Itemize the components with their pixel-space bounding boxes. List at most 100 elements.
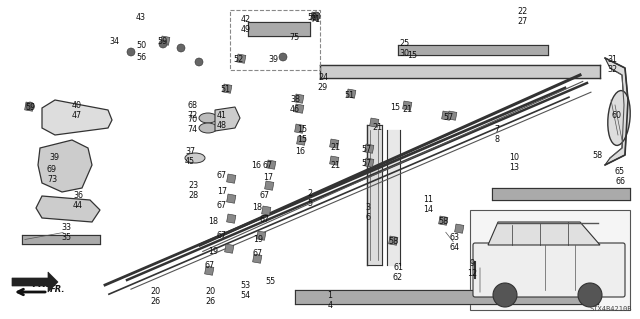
Circle shape bbox=[312, 12, 320, 20]
Bar bbox=[24, 102, 34, 111]
Text: 43: 43 bbox=[136, 13, 146, 23]
Text: 51: 51 bbox=[220, 85, 230, 94]
Text: FR.: FR. bbox=[31, 279, 49, 289]
Text: 52: 52 bbox=[233, 56, 243, 64]
Text: 19: 19 bbox=[208, 248, 218, 256]
Text: 19: 19 bbox=[253, 235, 263, 244]
Text: 27: 27 bbox=[517, 18, 527, 26]
Bar bbox=[294, 94, 304, 103]
Text: 16: 16 bbox=[295, 147, 305, 157]
Text: 9: 9 bbox=[469, 259, 475, 269]
Text: 39: 39 bbox=[268, 56, 278, 64]
Text: 16: 16 bbox=[251, 160, 261, 169]
Bar bbox=[403, 101, 412, 110]
Circle shape bbox=[493, 283, 517, 307]
Text: 21: 21 bbox=[402, 106, 412, 115]
Text: 59: 59 bbox=[158, 38, 168, 47]
Text: 46: 46 bbox=[290, 106, 300, 115]
Bar bbox=[347, 89, 356, 98]
Text: 54: 54 bbox=[240, 291, 250, 300]
Text: 59: 59 bbox=[25, 103, 35, 113]
Text: 51: 51 bbox=[344, 91, 354, 100]
Text: 5: 5 bbox=[307, 198, 312, 207]
Circle shape bbox=[127, 48, 135, 56]
Bar bbox=[225, 244, 234, 253]
Text: 48: 48 bbox=[217, 121, 227, 130]
Text: 38: 38 bbox=[290, 95, 300, 105]
Text: 25: 25 bbox=[399, 39, 409, 48]
Text: 58: 58 bbox=[438, 218, 448, 226]
Text: 21: 21 bbox=[330, 143, 340, 152]
Text: 41: 41 bbox=[217, 110, 227, 120]
Text: 31: 31 bbox=[607, 56, 617, 64]
Bar bbox=[330, 156, 339, 165]
Text: 37: 37 bbox=[185, 147, 195, 157]
Text: 15: 15 bbox=[390, 103, 400, 113]
Bar bbox=[227, 174, 236, 183]
Bar bbox=[205, 266, 214, 275]
Bar bbox=[447, 111, 457, 120]
Text: 73: 73 bbox=[47, 175, 57, 184]
Ellipse shape bbox=[185, 153, 205, 163]
Circle shape bbox=[26, 102, 34, 110]
Text: 40: 40 bbox=[72, 100, 82, 109]
Polygon shape bbox=[12, 272, 58, 292]
Text: 67: 67 bbox=[253, 249, 263, 257]
Text: 1: 1 bbox=[328, 291, 333, 300]
Bar bbox=[442, 111, 451, 120]
Text: 35: 35 bbox=[61, 234, 71, 242]
Text: 22: 22 bbox=[517, 8, 527, 17]
Circle shape bbox=[159, 40, 167, 48]
Text: 18: 18 bbox=[252, 203, 262, 211]
Text: 15: 15 bbox=[297, 136, 307, 145]
Text: 8: 8 bbox=[495, 136, 499, 145]
Text: 23: 23 bbox=[188, 181, 198, 189]
Bar bbox=[161, 36, 170, 45]
Text: FR.: FR. bbox=[50, 286, 65, 294]
Text: 65: 65 bbox=[615, 167, 625, 176]
Polygon shape bbox=[605, 58, 628, 165]
Ellipse shape bbox=[608, 91, 630, 145]
Circle shape bbox=[195, 58, 203, 66]
Circle shape bbox=[279, 53, 287, 61]
Text: 4: 4 bbox=[328, 300, 333, 309]
Text: 56: 56 bbox=[136, 54, 146, 63]
Text: 6: 6 bbox=[365, 213, 371, 222]
Text: 67: 67 bbox=[263, 160, 273, 169]
Text: 61: 61 bbox=[393, 263, 403, 272]
Text: 67: 67 bbox=[205, 261, 215, 270]
Bar bbox=[438, 216, 448, 225]
Text: 14: 14 bbox=[423, 205, 433, 214]
Polygon shape bbox=[38, 140, 92, 192]
Text: STX4B4210B: STX4B4210B bbox=[589, 306, 632, 312]
Circle shape bbox=[312, 12, 320, 20]
Text: 42: 42 bbox=[241, 16, 251, 25]
Text: 49: 49 bbox=[241, 26, 251, 34]
Text: 26: 26 bbox=[205, 296, 215, 306]
Text: 74: 74 bbox=[187, 125, 197, 135]
Text: 21: 21 bbox=[330, 160, 340, 169]
Bar bbox=[296, 136, 306, 145]
Text: 58: 58 bbox=[592, 151, 602, 160]
Bar bbox=[267, 160, 276, 169]
Text: 15: 15 bbox=[297, 125, 307, 135]
Text: 3: 3 bbox=[365, 204, 371, 212]
Bar bbox=[470, 210, 630, 310]
Text: 17: 17 bbox=[217, 188, 227, 197]
Text: 39: 39 bbox=[49, 153, 59, 162]
Text: 12: 12 bbox=[467, 270, 477, 278]
Bar bbox=[227, 194, 236, 203]
Text: 75: 75 bbox=[290, 33, 300, 42]
Polygon shape bbox=[488, 222, 600, 245]
Text: 2: 2 bbox=[307, 189, 312, 197]
Text: 67: 67 bbox=[217, 231, 227, 240]
Text: 57: 57 bbox=[361, 145, 371, 154]
Text: 68: 68 bbox=[187, 100, 197, 109]
Text: 67: 67 bbox=[217, 170, 227, 180]
Text: 67: 67 bbox=[217, 201, 227, 210]
Text: 67: 67 bbox=[260, 190, 270, 199]
Text: 50: 50 bbox=[136, 41, 146, 49]
Bar bbox=[370, 118, 379, 127]
Text: 44: 44 bbox=[73, 201, 83, 210]
Text: 32: 32 bbox=[607, 65, 617, 75]
